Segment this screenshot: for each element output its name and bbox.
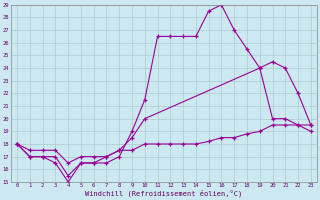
X-axis label: Windchill (Refroidissement éolien,°C): Windchill (Refroidissement éolien,°C) [85, 190, 243, 197]
